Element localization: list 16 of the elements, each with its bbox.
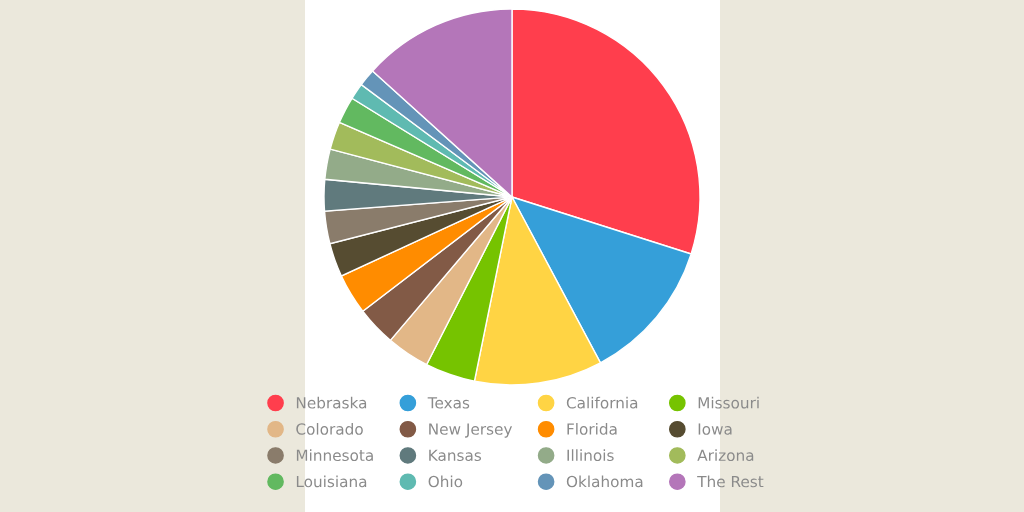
legend-label: Missouri (698, 396, 759, 409)
legend-label: Louisiana (296, 475, 367, 488)
legend-label: Iowa (698, 423, 732, 435)
legend-label: Oklahoma (566, 475, 643, 488)
legend-label: Arizona (697, 449, 754, 462)
legend-label: Kansas (429, 449, 482, 462)
legend-label: Colorado (296, 422, 363, 435)
legend-label: Minnesota (296, 449, 373, 462)
legend-label: Illinois (567, 449, 614, 462)
legend-label: Ohio (428, 475, 463, 488)
legend-label: New Jersey (429, 423, 513, 438)
legend-label: Texas (427, 397, 470, 409)
legend-label: California (566, 396, 638, 409)
legend-label: Florida (567, 422, 617, 435)
legend-label: The Rest (697, 475, 764, 488)
legend-label: Nebraska (296, 396, 367, 409)
